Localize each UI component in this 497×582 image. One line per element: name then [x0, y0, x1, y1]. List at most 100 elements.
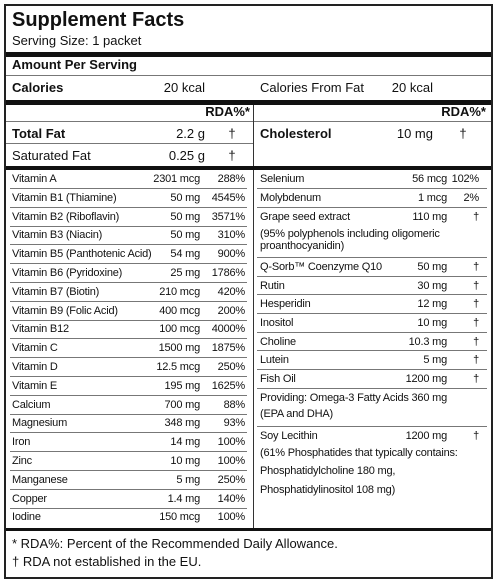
fat-name: Total Fat [12, 126, 66, 141]
nutrient-rda: † [473, 430, 479, 442]
rda-header: RDA%* [205, 104, 250, 119]
rule [257, 369, 487, 370]
nutrient-amount: 360 mg [411, 392, 448, 404]
rule [6, 75, 491, 76]
nutrient-amount: 400 mcg [159, 304, 200, 317]
nutrient-amount: 150 mcg [159, 511, 200, 524]
nutrient-name: Grape seed extract [260, 211, 350, 223]
nutrient-amount: 1200 mg [405, 373, 448, 385]
nutrient-amount: 25 mg [170, 267, 200, 279]
serving-size: Serving Size: 1 packet [12, 33, 142, 48]
nutrient-name: Magnesium [12, 417, 68, 430]
footnote: † RDA not established in the EU. [12, 554, 202, 569]
label-frame [4, 4, 493, 579]
nutrient-rda: † [473, 336, 479, 348]
nutrient-name: Vitamin B2 (Riboflavin) [12, 210, 120, 223]
rule [257, 294, 487, 295]
rule [10, 507, 247, 509]
nutrient-name: Vitamin B3 (Niacin) [12, 229, 103, 242]
nutrient-name: Providing: Omega-3 Fatty Acids [260, 392, 409, 404]
nutrient-rda: 2% [463, 192, 480, 204]
nutrient-rda: 310% [217, 229, 246, 242]
rule [10, 282, 247, 283]
rule [257, 188, 487, 189]
nutrient-rda: 100% [217, 436, 246, 449]
nutrient-rda: 88% [223, 398, 246, 411]
rule-thick [6, 166, 491, 170]
nutrient-rda: 200% [217, 304, 246, 317]
nutrient-rda: 3571% [211, 210, 245, 223]
rule [10, 413, 247, 415]
rule [10, 338, 247, 340]
rule [257, 257, 487, 258]
rule [257, 207, 487, 208]
rule [257, 388, 487, 389]
rule [10, 394, 247, 396]
nutrient-name: Vitamin B6 (Pyridoxine) [12, 267, 123, 279]
nutrient-amount: 1500 mg [158, 342, 201, 355]
rule [10, 432, 247, 434]
nutrient-name: Molybdenum [260, 192, 321, 204]
calories-value: 20 kcal [163, 80, 205, 95]
nutrient-rda: † [473, 354, 479, 366]
rule [10, 488, 247, 490]
divider [253, 170, 254, 528]
fat-rda: † [459, 126, 467, 141]
rule [6, 143, 253, 144]
nutrient-rda: 93% [223, 417, 246, 430]
nutrient-amount: 10 mg [417, 317, 447, 329]
nutrient-amount: 5 mg [176, 473, 200, 486]
nutrient-rda: 1786% [211, 267, 245, 279]
nutrient-name: Fish Oil [260, 373, 296, 385]
nutrient-name: Q-Sorb™ Coenzyme Q10 [260, 261, 382, 273]
nutrient-amount: 56 mcg [412, 173, 447, 185]
rule [10, 206, 247, 208]
nutrient-amount: 10 mg [170, 455, 200, 467]
nutrient-amount: 10.3 mg [408, 336, 448, 348]
nutrient-amount: 1200 mg [405, 430, 448, 442]
nutrient-rda: 288% [217, 173, 246, 185]
nutrient-name: Zinc [12, 455, 32, 467]
nutrient-name: Calcium [12, 398, 51, 411]
nutrient-amount: 1 mcg [418, 192, 447, 204]
nutrient-name: Vitamin B12 [12, 323, 69, 336]
nutrient-name: Manganese [12, 473, 68, 486]
footnote: * RDA%: Percent of the Recommended Daily… [12, 536, 338, 551]
nutrient-rda: 4545% [211, 191, 245, 204]
rule [6, 121, 491, 122]
calories-fat-label: Calories From Fat [260, 80, 365, 95]
nutrient-rda: 140% [217, 492, 246, 505]
nutrient-note: Phosphatidylcholine 180 mg, [260, 465, 396, 477]
nutrient-rda: 100% [217, 511, 246, 524]
fat-amount: 10 mg [396, 126, 433, 141]
nutrient-amount: 210 mcg [159, 285, 200, 298]
amount-per-serving: Amount Per Serving [12, 57, 137, 72]
nutrient-amount: 50 mg [170, 191, 200, 204]
nutrient-rda: 900% [217, 248, 246, 261]
nutrient-rda: † [473, 298, 479, 310]
rule [10, 263, 247, 265]
nutrient-name: Rutin [260, 280, 285, 292]
nutrient-name: Copper [12, 492, 47, 505]
fat-amount: 2.2 g [176, 126, 205, 141]
nutrient-amount: 12.5 mcg [156, 361, 200, 373]
rule [257, 332, 487, 333]
nutrient-rda: † [473, 373, 479, 385]
nutrient-amount: 14 mg [170, 436, 200, 449]
rda-header: RDA%* [441, 104, 486, 119]
nutrient-amount: 110 mg [412, 211, 447, 223]
nutrient-note: (EPA and DHA) [260, 408, 334, 420]
nutrient-name: Vitamin B5 (Panthotenic Acid) [12, 248, 152, 261]
nutrient-amount: 348 mg [164, 417, 201, 430]
rule [10, 188, 247, 189]
rule [257, 313, 487, 314]
rule [10, 244, 247, 246]
nutrient-rda: 250% [217, 473, 246, 486]
nutrient-rda: 420% [217, 285, 246, 298]
rule-thick [6, 52, 491, 57]
title: Supplement Facts [12, 9, 185, 31]
divider [253, 105, 254, 167]
nutrient-amount: 1.4 mg [167, 492, 201, 505]
nutrient-amount: 5 mg [423, 354, 447, 366]
nutrient-amount: 50 mg [170, 229, 200, 242]
